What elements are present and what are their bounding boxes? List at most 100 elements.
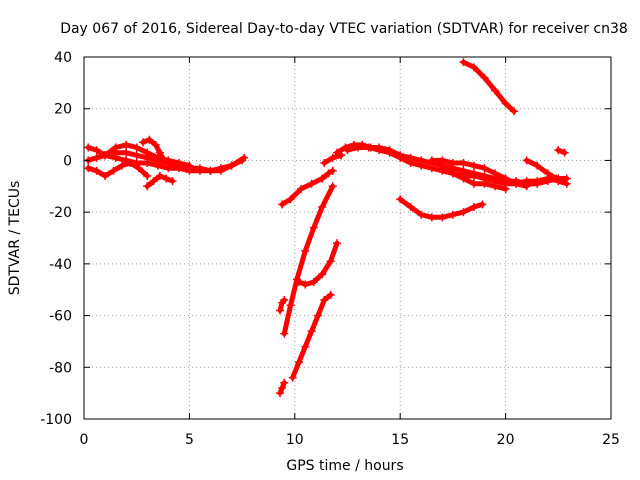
data-point bbox=[469, 171, 478, 180]
data-point bbox=[227, 161, 236, 170]
data-point bbox=[280, 329, 289, 338]
data-point bbox=[286, 195, 295, 204]
data-point bbox=[522, 156, 531, 165]
data-point bbox=[406, 202, 415, 211]
data-point bbox=[288, 373, 297, 382]
y-tick-label: -80 bbox=[49, 360, 72, 376]
data-point bbox=[543, 169, 552, 178]
data-point bbox=[297, 184, 306, 193]
data-point bbox=[533, 161, 542, 170]
y-tick-label: -100 bbox=[40, 412, 72, 428]
data-point bbox=[278, 200, 287, 209]
data-point bbox=[155, 148, 164, 157]
y-axis-label: SDTVAR / TECUs bbox=[7, 181, 23, 296]
data-point bbox=[278, 383, 287, 392]
data-point bbox=[417, 210, 426, 219]
data-point bbox=[309, 223, 318, 232]
y-tick-label: 20 bbox=[54, 102, 72, 118]
data-point bbox=[560, 148, 569, 157]
data-point bbox=[480, 179, 489, 188]
data-point bbox=[92, 166, 101, 175]
data-point bbox=[111, 143, 120, 152]
data-point bbox=[109, 166, 118, 175]
x-tick-label: 0 bbox=[80, 432, 89, 448]
data-point bbox=[328, 153, 337, 162]
data-point bbox=[313, 311, 322, 320]
data-point bbox=[562, 179, 571, 188]
data-point bbox=[101, 171, 110, 180]
y-tick-label: -60 bbox=[49, 309, 72, 325]
data-point bbox=[155, 171, 164, 180]
data-point bbox=[396, 153, 405, 162]
data-point bbox=[149, 177, 158, 186]
series-arc-3 bbox=[85, 160, 150, 179]
data-point bbox=[332, 239, 341, 248]
data-point bbox=[385, 148, 394, 157]
data-point bbox=[320, 159, 329, 168]
data-point bbox=[354, 143, 363, 152]
data-point bbox=[307, 327, 316, 336]
data-series bbox=[84, 58, 571, 398]
data-point bbox=[286, 301, 295, 310]
data-point bbox=[162, 174, 171, 183]
data-point bbox=[143, 148, 152, 157]
y-tick-label: -40 bbox=[49, 257, 72, 273]
data-point bbox=[301, 342, 310, 351]
data-point bbox=[501, 99, 510, 108]
data-point bbox=[337, 151, 346, 160]
data-point bbox=[92, 153, 101, 162]
data-point bbox=[469, 179, 478, 188]
data-point bbox=[469, 202, 478, 211]
chart-title: Day 067 of 2016, Sidereal Day-to-day VTE… bbox=[60, 21, 628, 37]
data-point bbox=[469, 161, 478, 170]
data-point bbox=[406, 159, 415, 168]
y-tick-label: 40 bbox=[54, 50, 72, 66]
data-point bbox=[280, 378, 289, 387]
data-point bbox=[301, 280, 310, 289]
data-point bbox=[469, 63, 478, 72]
data-point bbox=[459, 159, 468, 168]
data-point bbox=[478, 200, 487, 209]
x-axis-label: GPS time / hours bbox=[286, 458, 403, 474]
data-point bbox=[139, 138, 148, 147]
data-point bbox=[554, 146, 563, 155]
y-tick-label: -20 bbox=[49, 205, 72, 221]
data-point bbox=[168, 177, 177, 186]
data-point bbox=[396, 195, 405, 204]
data-point bbox=[117, 161, 126, 170]
data-point bbox=[217, 166, 226, 175]
data-point bbox=[448, 210, 457, 219]
data-point bbox=[295, 358, 304, 367]
series-arc-13 bbox=[460, 59, 517, 114]
data-point bbox=[459, 174, 468, 183]
data-point bbox=[318, 174, 327, 183]
data-point bbox=[427, 164, 436, 173]
data-point bbox=[143, 182, 152, 191]
data-point bbox=[552, 174, 561, 183]
data-point bbox=[448, 159, 457, 168]
data-point bbox=[84, 164, 93, 173]
y-tick-label: 0 bbox=[63, 153, 72, 169]
x-tick-label: 5 bbox=[185, 432, 194, 448]
data-point bbox=[276, 306, 285, 315]
data-point bbox=[101, 151, 110, 160]
data-point bbox=[122, 148, 131, 157]
data-point bbox=[318, 202, 327, 211]
data-point bbox=[132, 151, 141, 160]
data-point bbox=[276, 389, 285, 398]
data-point bbox=[328, 166, 337, 175]
data-point bbox=[309, 277, 318, 286]
data-point bbox=[280, 296, 289, 305]
data-point bbox=[206, 166, 215, 175]
data-point bbox=[324, 169, 333, 178]
data-point bbox=[491, 169, 500, 178]
plot-frame bbox=[83, 56, 612, 420]
data-point bbox=[318, 270, 327, 279]
x-tick-label: 25 bbox=[602, 432, 620, 448]
data-point bbox=[134, 164, 143, 173]
grid bbox=[84, 57, 611, 419]
data-point bbox=[512, 179, 521, 188]
x-tick-label: 20 bbox=[497, 432, 515, 448]
data-point bbox=[160, 156, 169, 165]
